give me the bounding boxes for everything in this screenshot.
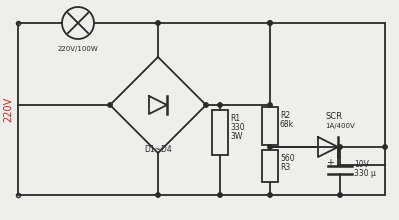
Circle shape xyxy=(218,193,222,197)
FancyBboxPatch shape xyxy=(212,110,228,155)
Text: D1~D4: D1~D4 xyxy=(144,145,172,154)
Circle shape xyxy=(268,145,272,149)
Text: 68k: 68k xyxy=(280,120,294,129)
Circle shape xyxy=(108,103,112,107)
Circle shape xyxy=(338,193,342,197)
Text: 560: 560 xyxy=(280,154,294,163)
Text: 10V: 10V xyxy=(354,160,369,169)
Circle shape xyxy=(204,103,208,107)
Text: +: + xyxy=(326,158,334,168)
Text: 220V: 220V xyxy=(3,96,13,122)
Circle shape xyxy=(218,103,222,107)
Circle shape xyxy=(268,193,272,197)
Text: 1A/400V: 1A/400V xyxy=(325,123,355,129)
Text: 330 μ: 330 μ xyxy=(354,169,376,178)
Text: R2: R2 xyxy=(280,111,290,120)
Text: SCR: SCR xyxy=(325,112,342,121)
FancyBboxPatch shape xyxy=(262,107,278,145)
Text: 3W: 3W xyxy=(230,132,242,141)
Circle shape xyxy=(383,145,387,149)
Text: R3: R3 xyxy=(280,163,290,172)
Circle shape xyxy=(156,193,160,197)
Circle shape xyxy=(268,103,272,107)
FancyBboxPatch shape xyxy=(262,150,278,182)
Text: 330: 330 xyxy=(230,123,245,132)
Circle shape xyxy=(268,21,272,25)
Circle shape xyxy=(156,21,160,25)
Text: 220V/100W: 220V/100W xyxy=(57,46,99,52)
Circle shape xyxy=(268,21,272,25)
Text: R1: R1 xyxy=(230,114,240,123)
Circle shape xyxy=(338,145,342,149)
